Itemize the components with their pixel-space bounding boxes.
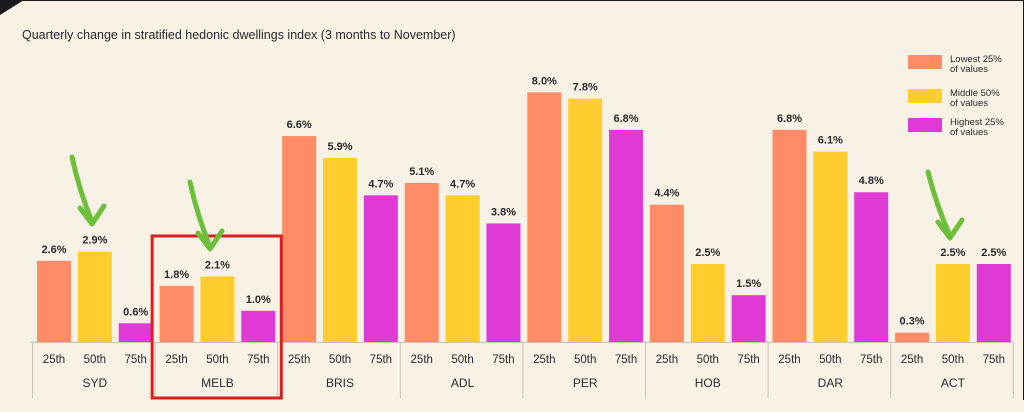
bar-hob-75th [731, 295, 766, 342]
group-label-act: ACT [941, 376, 966, 390]
data-label-hob-75th: 1.5% [736, 278, 761, 290]
tick-label-syd-50th: 50th [84, 354, 106, 366]
tick-label-act-25th: 25th [901, 354, 923, 366]
bar-melb-75th [241, 310, 276, 342]
data-label-act-25th: 0.3% [900, 316, 925, 328]
data-label-melb-50th: 2.1% [205, 259, 230, 271]
bar-act-75th [976, 264, 1011, 342]
bar-dar-75th [854, 192, 889, 342]
tick-label-adl-75th: 75th [492, 354, 514, 366]
group-label-dar: DAR [818, 376, 844, 390]
bar-melb-50th [200, 276, 235, 342]
data-label-act-75th: 2.5% [981, 247, 1006, 259]
tick-label-adl-25th: 25th [411, 354, 433, 366]
bar-act-50th [935, 264, 970, 342]
bar-adl-50th [445, 195, 480, 342]
bar-dar-25th [772, 129, 807, 342]
annotation-arrow-act [925, 169, 965, 241]
group-label-hob: HOB [695, 376, 721, 390]
group-label-per: PER [573, 376, 598, 390]
data-label-adl-50th: 4.7% [450, 178, 475, 190]
data-label-adl-75th: 3.8% [491, 206, 516, 218]
data-label-dar-25th: 6.8% [777, 113, 802, 125]
group-label-melb: MELB [201, 376, 234, 390]
corner-mark [0, 0, 24, 15]
legend-label-3: Highest 25% [950, 117, 1004, 128]
bar-syd-75th [118, 323, 153, 342]
data-label-syd-75th: 0.6% [123, 306, 148, 318]
data-label-melb-75th: 1.0% [246, 294, 271, 306]
tick-label-bris-50th: 50th [329, 354, 351, 366]
legend-label-2: Middle 50% [950, 88, 1000, 99]
tick-label-dar-75th: 75th [860, 354, 882, 366]
group-label-bris: BRIS [326, 376, 354, 390]
bar-act-25th [895, 332, 930, 342]
tick-label-adl-50th: 50th [451, 354, 473, 366]
tick-label-melb-50th: 50th [206, 354, 228, 366]
bar-adl-75th [486, 223, 521, 342]
tick-label-hob-50th: 50th [697, 354, 719, 366]
tick-label-bris-75th: 75th [370, 354, 392, 366]
legend-swatch-3 [908, 118, 942, 132]
group-label-syd: SYD [83, 376, 108, 390]
bar-syd-25th [37, 260, 71, 342]
bar-bris-75th [363, 195, 398, 342]
tick-label-act-50th: 50th [942, 354, 964, 366]
bar-hob-25th [649, 204, 684, 342]
tick-label-per-75th: 75th [615, 354, 637, 366]
legend-swatch-1 [908, 55, 942, 69]
bar-dar-50th [813, 151, 848, 342]
annotation-arrow-melb [187, 179, 225, 252]
chart-title: Quarterly change in stratified hedonic d… [22, 28, 456, 42]
data-label-dar-50th: 6.1% [818, 135, 843, 147]
data-label-per-25th: 8.0% [532, 75, 557, 87]
bar-syd-50th [77, 251, 112, 342]
tick-label-dar-25th: 25th [778, 354, 800, 366]
tick-label-act-75th: 75th [983, 354, 1005, 366]
tick-label-dar-50th: 50th [819, 354, 841, 366]
legend-label-1-line2: of values [950, 64, 988, 75]
legend-label-3-line2: of values [950, 127, 988, 138]
group-label-adl: ADL [451, 376, 475, 390]
bar-melb-25th [159, 285, 194, 342]
data-label-act-50th: 2.5% [940, 247, 965, 259]
data-label-syd-25th: 2.6% [41, 244, 66, 256]
bar-per-75th [609, 129, 644, 342]
data-label-bris-25th: 6.6% [287, 119, 312, 131]
bar-bris-25th [282, 136, 317, 342]
tick-label-syd-25th: 25th [43, 354, 65, 366]
bar-per-25th [527, 92, 562, 343]
data-label-syd-50th: 2.9% [82, 235, 107, 247]
tick-label-melb-75th: 75th [247, 354, 269, 366]
tick-label-melb-25th: 25th [165, 354, 187, 366]
data-label-bris-75th: 4.7% [368, 178, 393, 190]
tick-label-per-25th: 25th [533, 354, 555, 366]
data-label-dar-75th: 4.8% [859, 175, 884, 187]
tick-label-hob-25th: 25th [656, 354, 678, 366]
tick-label-bris-25th: 25th [288, 354, 310, 366]
bar-bris-50th [323, 157, 358, 342]
data-label-per-50th: 7.8% [573, 82, 598, 94]
bar-adl-25th [404, 182, 439, 342]
tick-label-syd-75th: 75th [125, 354, 147, 366]
data-label-hob-50th: 2.5% [695, 247, 720, 259]
bar-per-50th [568, 98, 603, 342]
data-label-adl-25th: 5.1% [409, 166, 434, 178]
bar-hob-50th [690, 264, 725, 342]
data-label-hob-25th: 4.4% [654, 188, 679, 200]
data-label-bris-50th: 5.9% [327, 141, 352, 153]
data-label-melb-25th: 1.8% [164, 269, 189, 281]
tick-label-hob-75th: 75th [737, 354, 759, 366]
legend-label-2-line2: of values [950, 98, 988, 109]
annotation-arrow-syd [69, 154, 107, 227]
tick-label-per-50th: 50th [574, 354, 596, 366]
data-label-per-75th: 6.8% [614, 113, 639, 125]
legend-swatch-2 [908, 89, 942, 103]
legend-label-1: Lowest 25% [950, 54, 1002, 65]
